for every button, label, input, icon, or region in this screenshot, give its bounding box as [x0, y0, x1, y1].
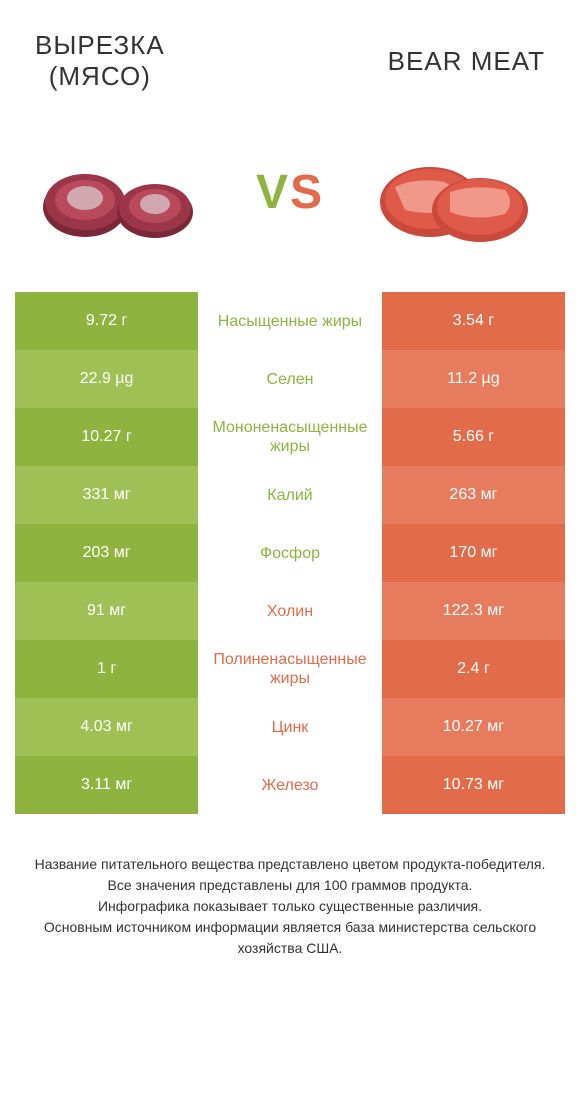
comparison-table: 9.72 гНасыщенные жиры3.54 г22.9 µgСелен1…: [15, 292, 565, 814]
footer-line-3: Инфографика показывает только существенн…: [25, 896, 555, 917]
nutrient-name-cell: Полиненасыщенные жиры: [198, 640, 382, 698]
images-row: VS: [15, 122, 565, 292]
right-product-title: BEAR MEAT: [388, 46, 545, 77]
right-value-cell: 2.4 г: [382, 640, 565, 698]
left-value-cell: 3.11 мг: [15, 756, 198, 814]
table-row: 203 мгФосфор170 мг: [15, 524, 565, 582]
table-row: 4.03 мгЦинк10.27 мг: [15, 698, 565, 756]
header: ВЫРЕЗКА (МЯСО) BEAR MEAT: [15, 20, 565, 122]
left-value-cell: 1 г: [15, 640, 198, 698]
footer-line-1: Название питательного вещества представл…: [25, 854, 555, 875]
right-value-cell: 10.73 мг: [382, 756, 565, 814]
left-product-title: ВЫРЕЗКА (МЯСО): [35, 30, 165, 92]
vs-s-letter: S: [290, 166, 324, 219]
left-value-cell: 4.03 мг: [15, 698, 198, 756]
vs-v-letter: V: [256, 166, 290, 219]
table-row: 22.9 µgСелен11.2 µg: [15, 350, 565, 408]
left-value-cell: 203 мг: [15, 524, 198, 582]
left-value-cell: 9.72 г: [15, 292, 198, 350]
left-meat-image: [35, 132, 215, 252]
table-row: 331 мгКалий263 мг: [15, 466, 565, 524]
left-subtitle-text: (МЯСО): [35, 61, 165, 92]
table-row: 3.11 мгЖелезо10.73 мг: [15, 756, 565, 814]
left-value-cell: 331 мг: [15, 466, 198, 524]
right-title-text: BEAR MEAT: [388, 46, 545, 76]
nutrient-name-cell: Селен: [198, 350, 382, 408]
table-row: 91 мгХолин122.3 мг: [15, 582, 565, 640]
footer-text: Название питательного вещества представл…: [15, 844, 565, 969]
left-value-cell: 10.27 г: [15, 408, 198, 466]
footer-line-2: Все значения представлены для 100 граммо…: [25, 875, 555, 896]
footer-line-4: Основным источником информации является …: [25, 917, 555, 959]
nutrient-name-cell: Железо: [198, 756, 382, 814]
right-value-cell: 10.27 мг: [382, 698, 565, 756]
right-value-cell: 5.66 г: [382, 408, 565, 466]
nutrient-name-cell: Фосфор: [198, 524, 382, 582]
nutrient-name-cell: Калий: [198, 466, 382, 524]
right-value-cell: 122.3 мг: [382, 582, 565, 640]
nutrient-name-cell: Холин: [198, 582, 382, 640]
right-value-cell: 263 мг: [382, 466, 565, 524]
right-meat-image: [365, 132, 545, 252]
table-row: 1 гПолиненасыщенные жиры2.4 г: [15, 640, 565, 698]
left-title-text: ВЫРЕЗКА: [35, 30, 165, 60]
nutrient-name-cell: Мононенасыщенные жиры: [198, 408, 382, 466]
table-row: 9.72 гНасыщенные жиры3.54 г: [15, 292, 565, 350]
nutrient-name-cell: Насыщенные жиры: [198, 292, 382, 350]
table-row: 10.27 гМононенасыщенные жиры5.66 г: [15, 408, 565, 466]
right-value-cell: 3.54 г: [382, 292, 565, 350]
right-value-cell: 11.2 µg: [382, 350, 565, 408]
left-value-cell: 22.9 µg: [15, 350, 198, 408]
left-value-cell: 91 мг: [15, 582, 198, 640]
right-value-cell: 170 мг: [382, 524, 565, 582]
nutrient-name-cell: Цинк: [198, 698, 382, 756]
vs-label: VS: [256, 165, 324, 220]
